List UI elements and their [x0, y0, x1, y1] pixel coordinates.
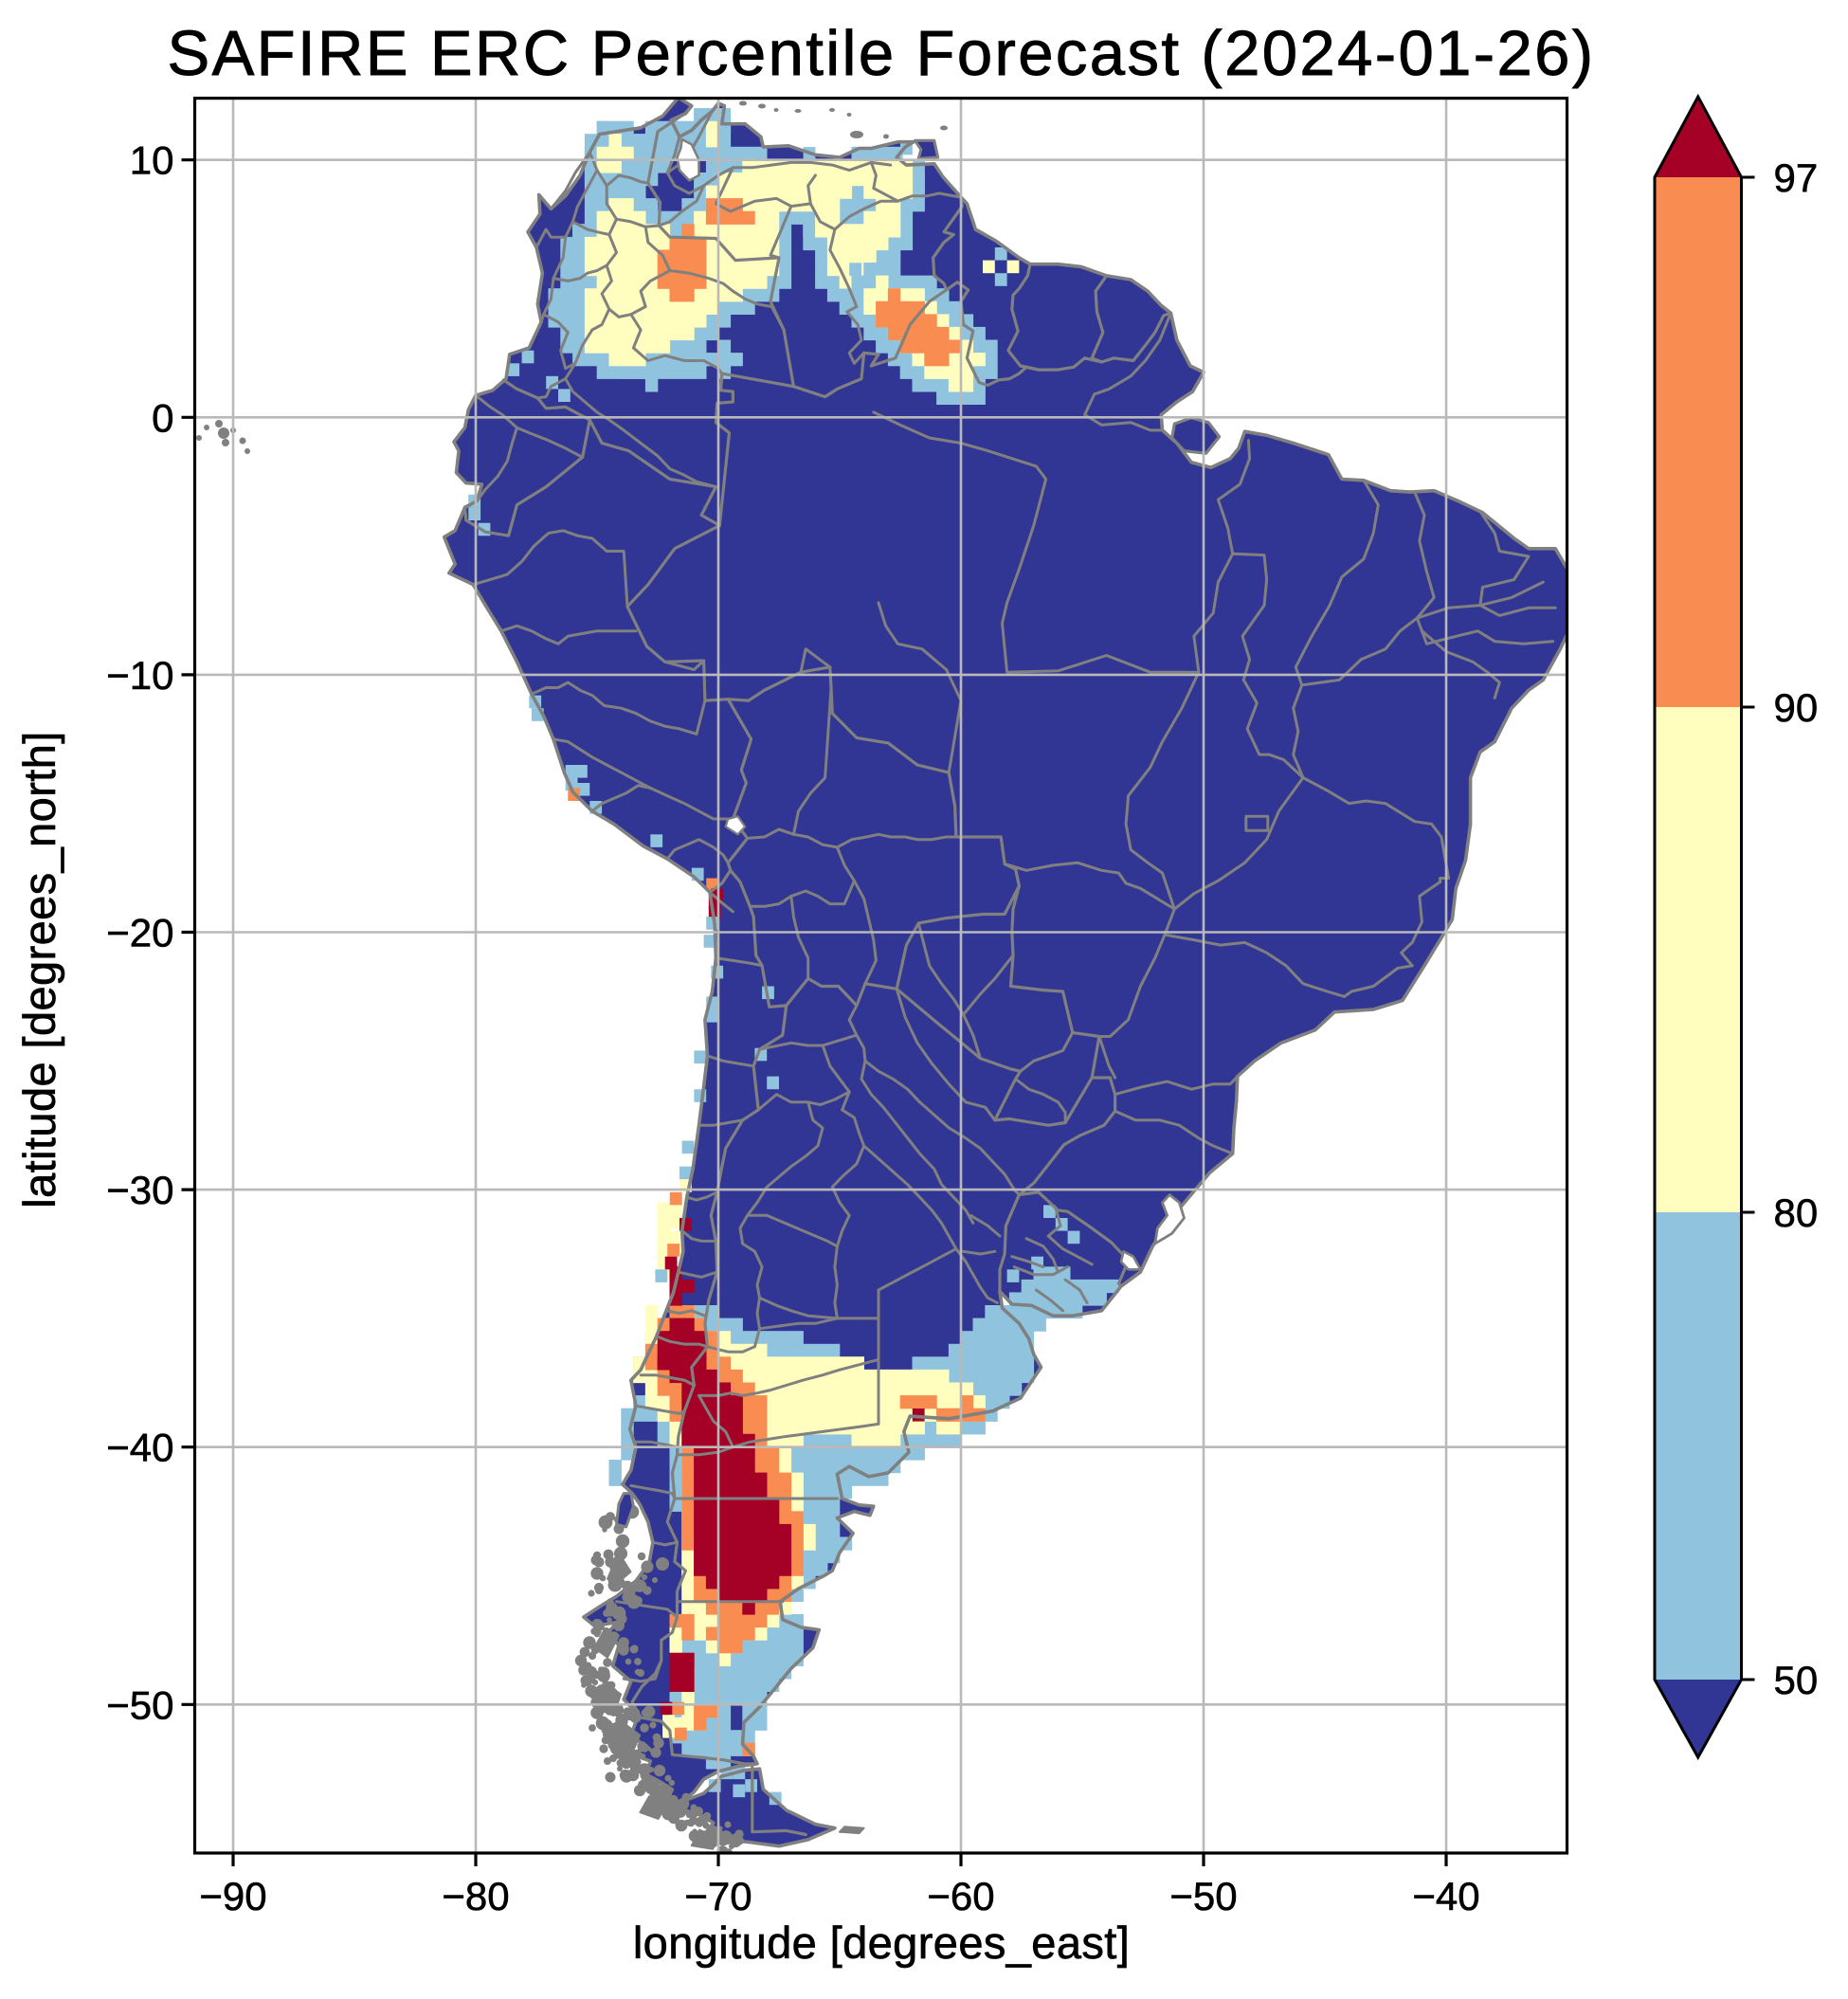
- svg-text:−80: −80: [442, 1874, 509, 1918]
- svg-text:−70: −70: [684, 1874, 752, 1918]
- svg-text:−50: −50: [106, 1682, 173, 1727]
- svg-text:10: 10: [130, 138, 174, 183]
- svg-text:−20: −20: [106, 911, 173, 955]
- svg-text:−40: −40: [106, 1426, 173, 1470]
- svg-text:−60: −60: [927, 1874, 994, 1918]
- svg-text:80: 80: [1774, 1190, 1819, 1235]
- svg-text:90: 90: [1774, 685, 1819, 730]
- svg-text:50: 50: [1774, 1658, 1819, 1702]
- svg-text:0: 0: [152, 395, 173, 440]
- svg-text:−10: −10: [106, 653, 173, 698]
- svg-text:−40: −40: [1412, 1874, 1479, 1918]
- svg-text:97: 97: [1774, 155, 1819, 200]
- svg-text:−30: −30: [106, 1168, 173, 1212]
- svg-text:−90: −90: [199, 1874, 266, 1918]
- svg-text:longitude [degrees_east]: longitude [degrees_east]: [633, 1917, 1130, 1968]
- svg-text:−50: −50: [1169, 1874, 1237, 1918]
- svg-text:latitude [degrees_north]: latitude [degrees_north]: [14, 731, 64, 1208]
- svg-text:SAFIRE ERC Percentile Forecast: SAFIRE ERC Percentile Forecast (2024-01-…: [167, 18, 1595, 89]
